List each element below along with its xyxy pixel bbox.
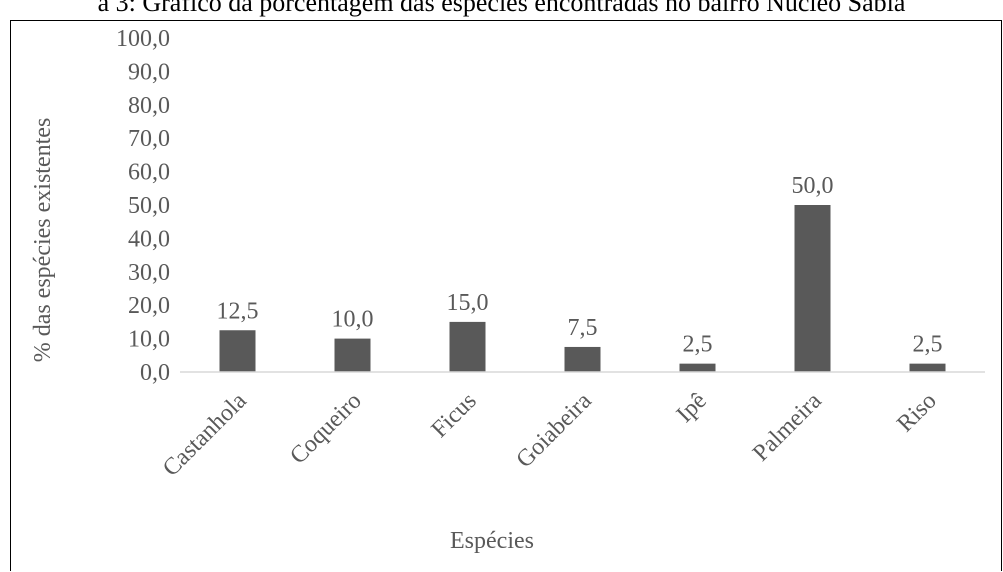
y-tick-label: 50,0 [128,193,170,219]
y-tick-label: 40,0 [128,226,170,252]
data-label: 7,5 [568,315,598,341]
data-label: 15,0 [447,290,489,316]
figure-caption: a 3: Gráfico da porcentagem das espécies… [97,0,906,17]
data-label: 12,5 [217,298,259,324]
x-axis-title: Espécies [450,528,534,554]
x-tick-label: Riso [892,388,942,438]
x-tick-label: Goiabeira [511,388,597,474]
bar [219,330,256,372]
y-tick-label: 60,0 [128,160,170,186]
data-label: 10,0 [332,307,374,333]
bar [909,363,946,372]
x-tick-label: Coqueiro [285,388,367,470]
y-tick-label: 30,0 [128,260,170,286]
y-axis-title: % das espécies existentes [30,118,56,363]
y-tick-label: 20,0 [128,293,170,319]
x-tick-label: Ficus [427,388,482,443]
y-tick-label: 0,0 [140,360,170,386]
bar [334,338,371,372]
bar [794,205,831,372]
bars-group [219,205,946,372]
y-tick-label: 100,0 [116,26,170,52]
y-tick-label: 10,0 [128,327,170,353]
x-tick-label: Castanhola [158,388,252,482]
data-label: 2,5 [683,332,713,358]
data-label: 50,0 [792,173,834,199]
x-tick-label: Ipê [672,388,712,428]
y-axis: 0,0 10,0 20,0 30,0 40,0 50,0 60,0 70,0 80,0 90,0 1… [116,26,170,386]
x-tick-label: Palmeira [748,388,827,467]
bar [449,321,486,372]
y-tick-label: 70,0 [128,126,170,152]
data-label: 2,5 [913,332,943,358]
x-axis: Castanhola Coqueiro Ficus Goiabeira Ipê Palme… [158,388,942,482]
y-tick-label: 80,0 [128,93,170,119]
bar [564,346,601,372]
y-tick-label: 90,0 [128,59,170,85]
data-labels-group: 12,5 10,0 15,0 7,5 2,5 50,0 2,5 [217,173,943,358]
chart-frame [10,20,1002,571]
bar [679,363,716,372]
